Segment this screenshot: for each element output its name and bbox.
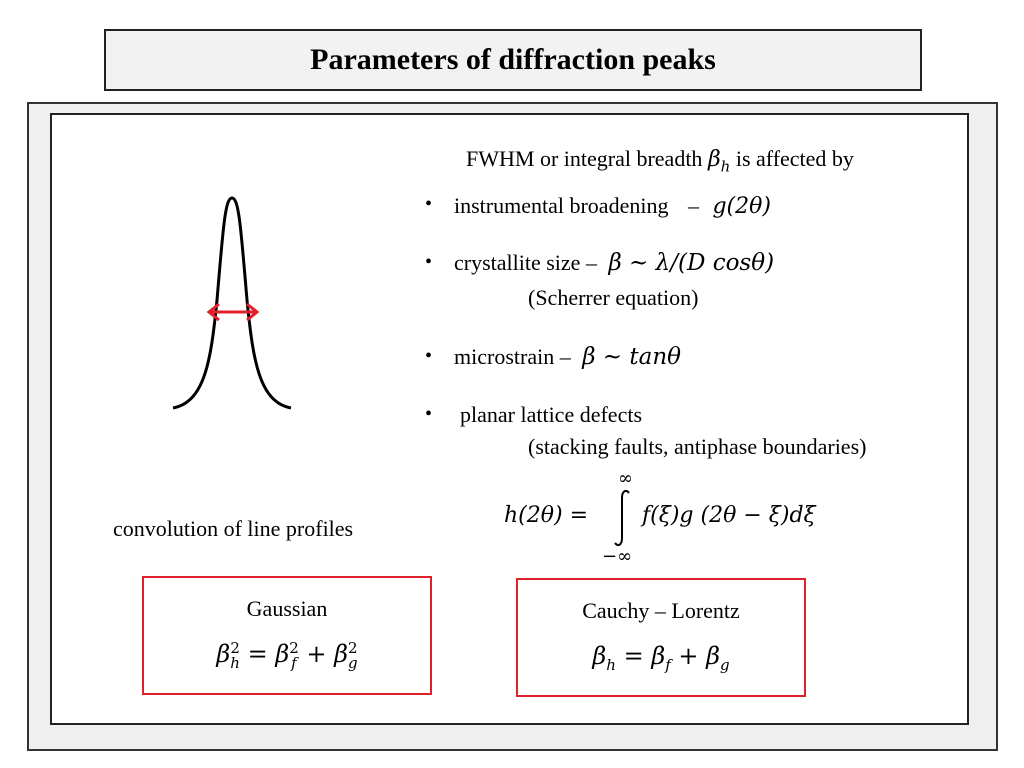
bullet-microstrain-text: microstrain – [454, 344, 571, 369]
bullet-planar-defects: planar lattice defects [460, 402, 643, 427]
bullet-instrumental-math: g(2θ) [712, 194, 771, 219]
bullet-instrumental-dash: – [687, 193, 699, 218]
bullet-dot: • [425, 251, 433, 273]
integral-upper-limit: ∞ [618, 468, 633, 489]
intro-pre: FWHM or integral breadth [466, 146, 708, 171]
integral-sign-icon [614, 489, 630, 547]
bullet-instrumental: instrumental broadening – g(2θ) [454, 193, 771, 219]
intro-post: is affected by [730, 146, 854, 171]
cauchy-lorentz-box: Cauchy – Lorentz β h = β f + β g [516, 578, 806, 697]
bullet-dot: • [425, 345, 433, 367]
cauchy-lorentz-formula: β h = β f + β g [592, 642, 730, 674]
cauchy-lorentz-title: Cauchy – Lorentz [582, 598, 740, 623]
integral-lhs: h(2θ) = [504, 503, 589, 528]
intro-line: FWHM or integral breadth βh is affected … [466, 146, 854, 175]
convolution-integral: h(2θ) = ∞ −∞ f(ξ)g (2θ − ξ)dξ [500, 468, 850, 567]
diffraction-peak-diagram [172, 196, 292, 410]
peak-curve [172, 196, 292, 410]
bullet-microstrain: microstrain – β ~ tanθ [454, 344, 681, 370]
gaussian-title: Gaussian [246, 596, 328, 621]
intro-beta: β [707, 147, 721, 172]
scherrer-note: (Scherrer equation) [528, 285, 699, 310]
bullet-instrumental-text: instrumental broadening [454, 193, 669, 218]
bullet-dot: • [425, 403, 433, 425]
integral-rhs: f(ξ)g (2θ − ξ)dξ [642, 503, 816, 528]
bullet-crystallite-text: crystallite size – [454, 250, 597, 275]
integral-lower-limit: −∞ [602, 546, 633, 567]
intro-sub: h [720, 157, 731, 176]
slide-title: Parameters of diffraction peaks [310, 43, 716, 76]
title-box: Parameters of diffraction peaks [104, 29, 922, 91]
bullet-microstrain-math: β ~ tanθ [582, 344, 682, 370]
bullet-dot: • [425, 193, 433, 215]
bullet-crystallite: crystallite size – β ~ λ/(D cosθ) [454, 250, 774, 276]
fwhm-arrow-icon [206, 302, 260, 322]
defects-note: (stacking faults, antiphase boundaries) [528, 434, 867, 459]
bullet-crystallite-math: β ~ λ/(D cosθ) [608, 250, 775, 276]
convolution-label: convolution of line profiles [113, 516, 354, 541]
